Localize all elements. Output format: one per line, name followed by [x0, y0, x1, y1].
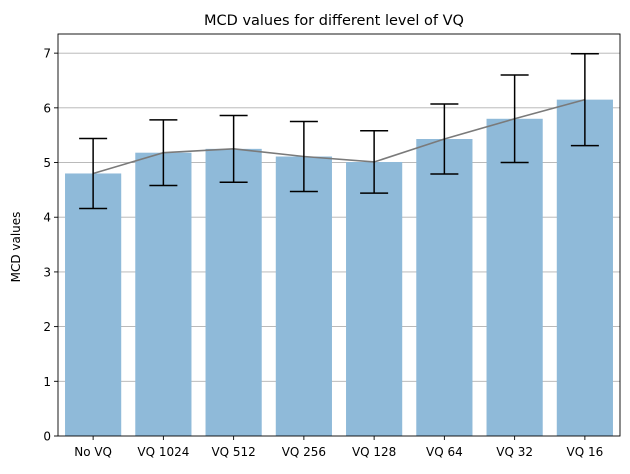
error-bar-7	[500, 74, 529, 164]
y-tick-label-1: 1	[43, 375, 51, 389]
bars	[65, 99, 613, 436]
bar-1	[65, 173, 122, 436]
x-tick-label-5: VQ 128	[352, 445, 396, 459]
axes-frame	[57, 33, 621, 437]
x-tick-label-2: VQ 1024	[137, 445, 189, 459]
x-tick-label-6: VQ 64	[426, 445, 463, 459]
x-tick-label-1: No VQ	[74, 445, 112, 459]
y-tick-label-3: 3	[43, 265, 51, 279]
x-tick-label-8: VQ 16	[567, 445, 604, 459]
error-bar-3	[219, 114, 248, 183]
bar-6	[416, 139, 473, 436]
error-bar-6	[430, 103, 459, 175]
y-tick-label-7: 7	[43, 47, 51, 61]
error-bar-2	[149, 119, 178, 187]
x-tick-label-4: VQ 256	[282, 445, 326, 459]
bar-4	[275, 156, 332, 436]
y-tick-label-2: 2	[43, 320, 51, 334]
bar-7	[486, 118, 543, 436]
mean-line-path	[92, 98, 586, 175]
bar-8	[556, 99, 613, 436]
bar-5	[346, 161, 403, 436]
y-tick-label-0: 0	[43, 430, 51, 444]
y-axis-label: MCD values	[9, 212, 23, 283]
bar-3	[205, 148, 262, 436]
error-bars	[79, 52, 599, 210]
y-tick-label-6: 6	[43, 101, 51, 115]
chart-title: MCD values for different level of VQ	[204, 13, 464, 29]
error-bar-4	[289, 120, 318, 193]
mean-line	[92, 98, 586, 175]
error-bar-8	[570, 52, 599, 147]
tick-labels: 0 1 2 3 4 5 6 7 No VQ VQ 1024 VQ 512 VQ 256 VQ 128 VQ…	[43, 47, 603, 459]
x-tick-label-3: VQ 512	[211, 445, 255, 459]
axes	[54, 33, 621, 440]
bar-2	[135, 152, 192, 436]
y-tick-label-4: 4	[43, 211, 51, 225]
y-tick-label-5: 5	[43, 156, 51, 170]
error-bar-5	[360, 130, 389, 194]
error-bar-1	[79, 137, 108, 210]
x-tick-label-7: VQ 32	[496, 445, 533, 459]
